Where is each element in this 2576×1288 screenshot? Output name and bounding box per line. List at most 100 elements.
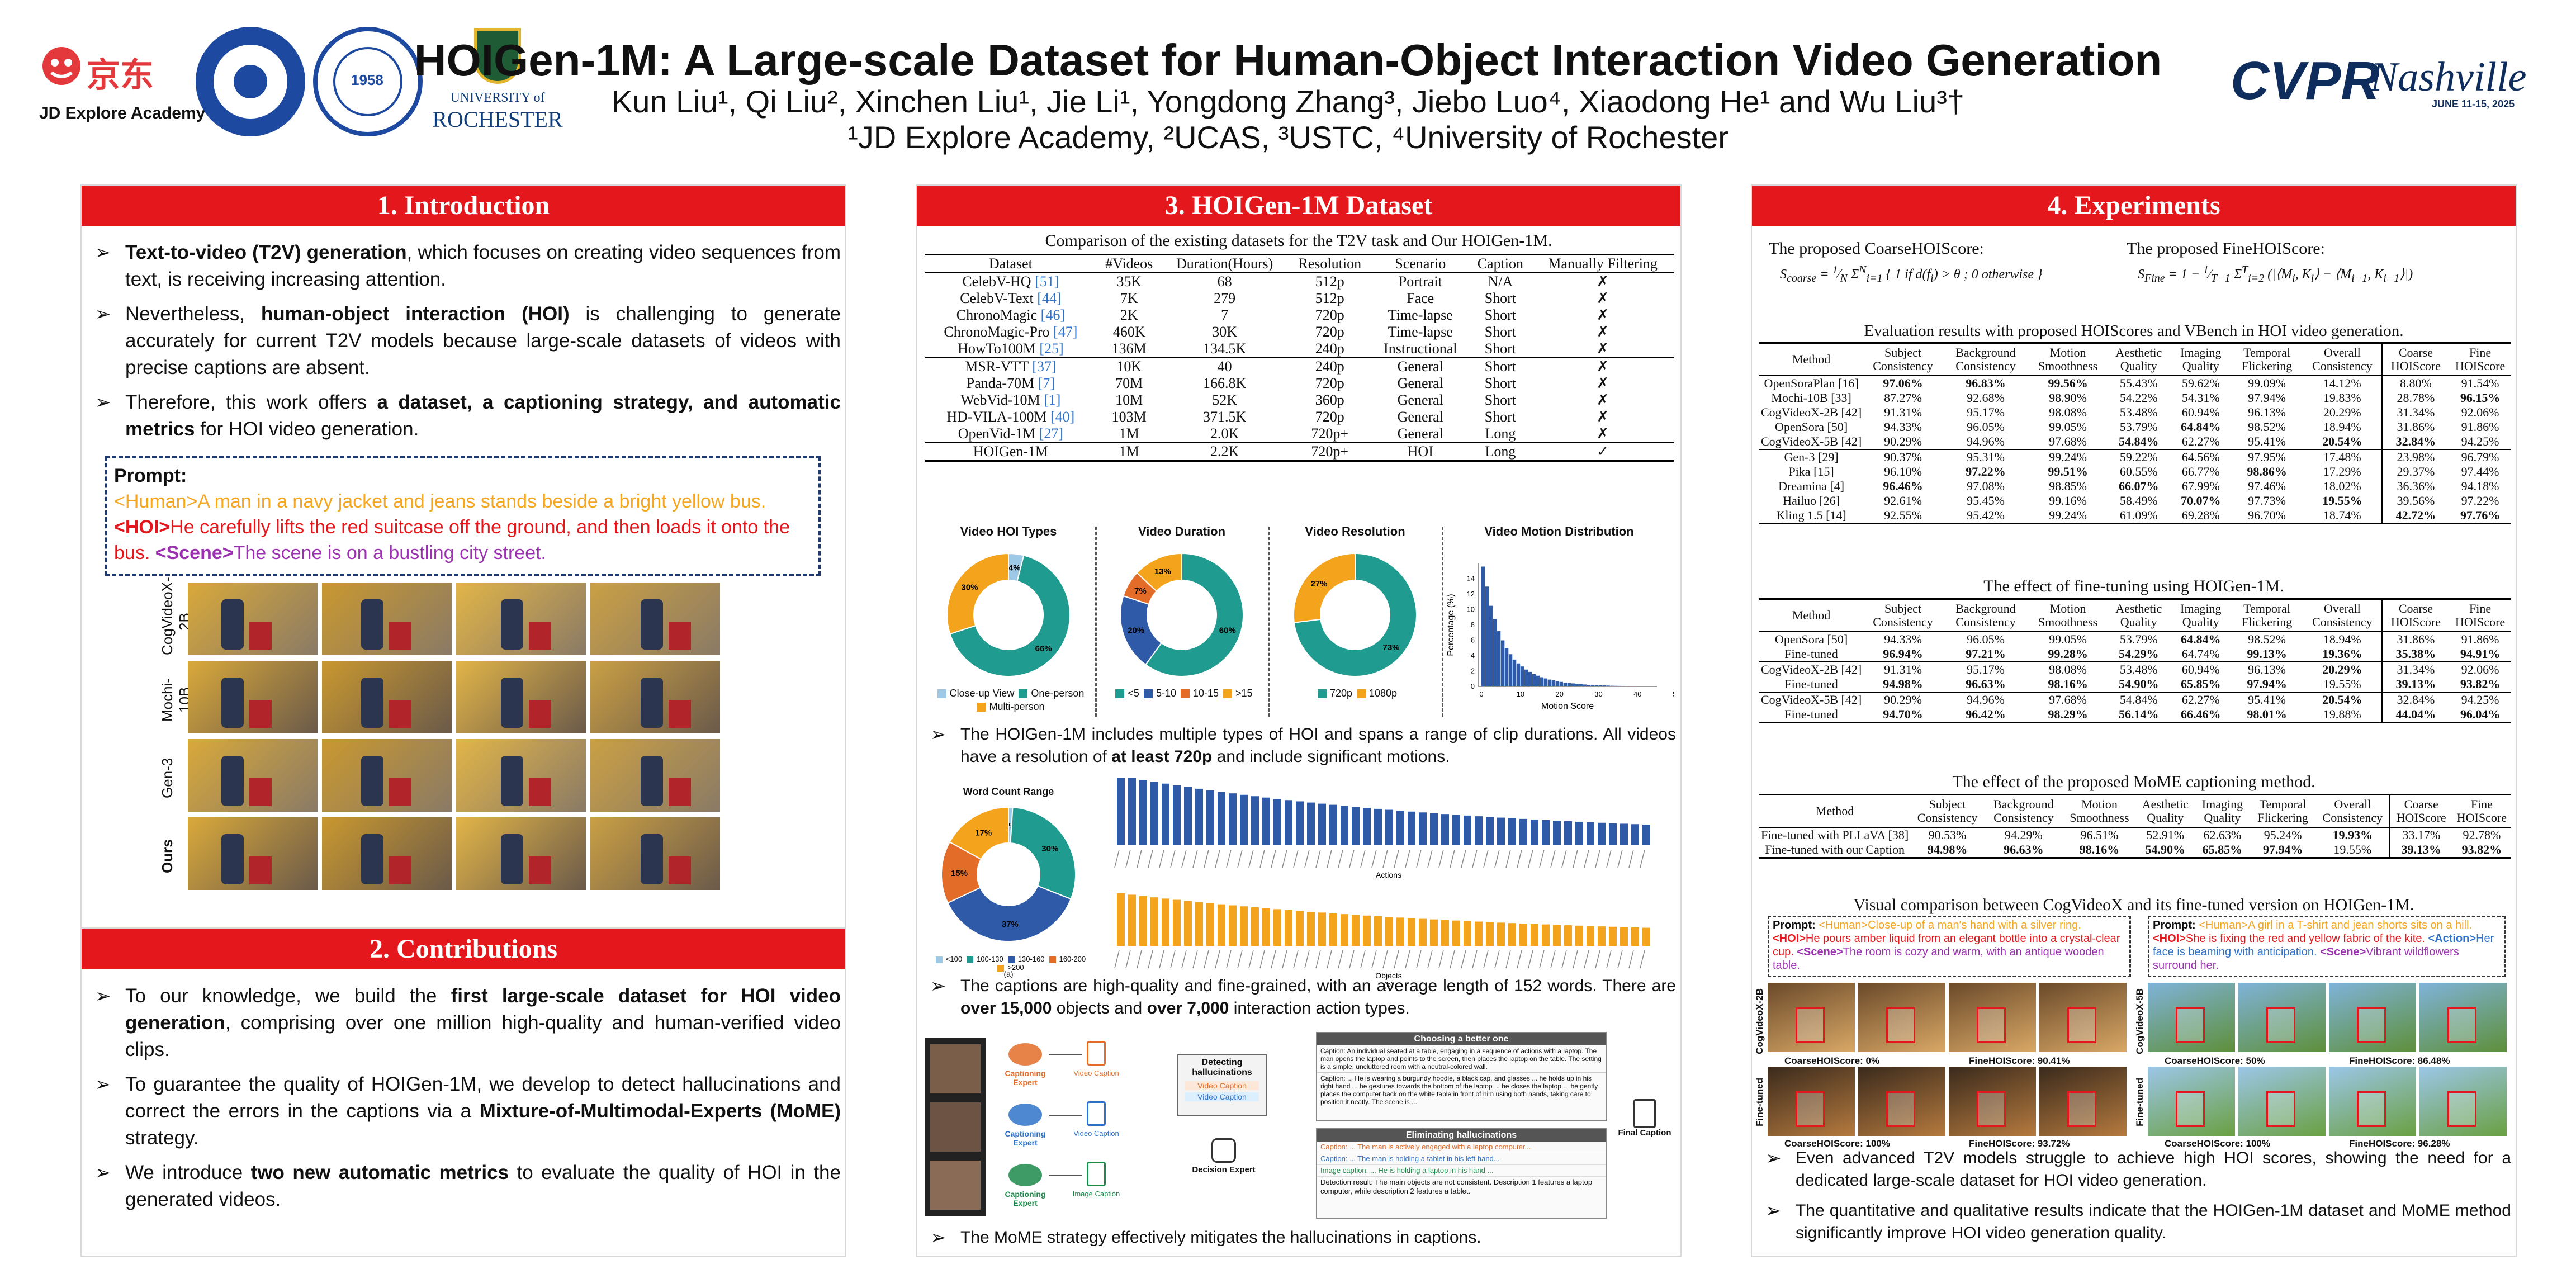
dataset-ref: [25] xyxy=(1039,340,1064,357)
table-col-header: Overall Consistency xyxy=(2312,602,2373,629)
object-tick xyxy=(1304,950,1310,969)
table-cell: 19.36% xyxy=(2322,647,2362,661)
x-tick-label: 20 xyxy=(1555,690,1563,698)
object-bar xyxy=(1150,897,1158,946)
legend-swatch xyxy=(1143,689,1153,699)
table-cell: 96.83% xyxy=(1966,376,2006,390)
dataset-name-cell: ChronoMagic-Pro [47] xyxy=(925,324,1097,340)
table-cell: 94.33% xyxy=(1884,632,1922,646)
prompt-human: A man in a navy jacket and jeans stands … xyxy=(197,491,766,512)
legend-label: <100 xyxy=(945,955,963,963)
action-tick xyxy=(1382,849,1388,868)
table-cell: 65.85% xyxy=(2202,842,2243,856)
contrib-b1-bold: first large-scale dataset for HOI video … xyxy=(125,985,841,1034)
comparison-frame xyxy=(2419,1067,2507,1136)
dataset-name: Panda-70M xyxy=(966,375,1035,391)
contrib-bullet-2: To guarantee the quality of HOIGen-1M, w… xyxy=(86,1071,841,1152)
right-scene: Vibrant wildflowers surround her. xyxy=(2153,946,2459,972)
cvpr-logo-text: CVPR xyxy=(2231,51,2380,111)
table-row: HOIGen-1M 1M 2.2K 720p+ HOI Long ✓ xyxy=(925,443,1674,461)
table-cell: ✗ xyxy=(1597,409,1609,425)
histogram-bar xyxy=(1563,683,1567,686)
hoiscore-eval-table: Method Subject Consistency Background Cons… xyxy=(1759,342,2511,524)
legend-swatch xyxy=(1223,689,1233,699)
table-cell: 95.17% xyxy=(1967,662,2005,676)
table-cell: 44.04% xyxy=(2381,707,2450,723)
histogram-bar xyxy=(1547,679,1552,686)
table-cell: 95.42% xyxy=(1967,508,2005,522)
method-cell: Mochi-10B [33] xyxy=(1771,391,1852,405)
object-bar xyxy=(1218,904,1225,946)
y-tick-label: 8 xyxy=(1471,621,1475,629)
action-bar xyxy=(1251,796,1259,845)
action-bar xyxy=(1452,815,1460,845)
intro-video-frame xyxy=(188,661,318,733)
intro-video-grid: CogVideoX-2B Mochi-10B Gen-3 Ours xyxy=(159,577,780,896)
object-tick xyxy=(1248,950,1254,969)
table-cell: 59.22% xyxy=(2119,450,2158,464)
table-col-header: Fine HOIScore xyxy=(2455,345,2506,373)
left-row1-coarse: CoarseHOIScore: 0% xyxy=(1784,1055,1880,1066)
mome-choose-text: Caption: An individual seated at a table… xyxy=(1317,1045,1606,1073)
intro-b3-rest: for HOI video generation. xyxy=(195,418,419,440)
action-tick xyxy=(1181,849,1187,868)
action-bar xyxy=(1475,816,1483,845)
table-cell: 64.84% xyxy=(2181,420,2221,434)
mome-caption-doc-icon xyxy=(1087,1101,1106,1126)
method-cell: Kling 1.5 [14] xyxy=(1776,508,1846,522)
histogram-bar xyxy=(1606,685,1610,686)
table-cell: 99.51% xyxy=(2048,465,2088,479)
table-row: CogVideoX-2B [42] 91.31% 95.17% 98.08% 53.48… xyxy=(1759,662,2511,677)
table-cell: Face xyxy=(1407,290,1434,306)
mome-detect-title: Detecting hallucinations xyxy=(1192,1058,1252,1077)
object-tick xyxy=(1237,950,1243,969)
coarse-formula: Scoarse = 1⁄N ΣNi=1 { 1 if d(fi) > θ ; 0… xyxy=(1780,264,2043,285)
table-cell: 720p+ xyxy=(1311,425,1349,442)
table-cell: 18.74% xyxy=(2323,508,2361,522)
action-tick xyxy=(1148,849,1153,868)
table-cell: 54.31% xyxy=(2181,391,2220,405)
table-cell: ✗ xyxy=(1597,392,1609,408)
table-row: ChronoMagic-Pro [47] 460K 30K 720p Time-laps… xyxy=(925,324,1674,340)
mome-detect-item-1: Video Caption xyxy=(1185,1081,1259,1090)
mome-choose-text-2: Caption: ... He is wearing a burgundy ho… xyxy=(1320,1074,1598,1106)
histogram-bar xyxy=(1571,683,1575,686)
dataset-name-cell: HowTo100M [25] xyxy=(925,340,1097,358)
actions-axis-label: Actions xyxy=(1376,870,1401,879)
object-tick xyxy=(1293,950,1299,969)
action-bar xyxy=(1128,778,1136,845)
table-cell: Short xyxy=(1484,409,1517,425)
legend-item: Multi-person xyxy=(972,701,1045,712)
table-cell: 7K xyxy=(1120,290,1138,306)
table-cell: ✗ xyxy=(1597,358,1609,375)
table-col-header: Method xyxy=(1792,608,1831,622)
action-tick xyxy=(1561,849,1567,868)
action-bar xyxy=(1262,797,1270,845)
table-cell: 90.29% xyxy=(1884,693,1922,707)
object-tick xyxy=(1271,950,1276,969)
affiliations: ¹JD Explore Academy, ²UCAS, ³USTC, ⁴Univ… xyxy=(847,120,1729,155)
pie-data-label: 17% xyxy=(975,828,992,837)
table-cell: 98.08% xyxy=(2049,662,2087,676)
dataset-col-header: Duration(Hours) xyxy=(1176,255,1273,272)
histogram-bar xyxy=(1555,681,1560,686)
donut-chart: 73% 27% xyxy=(1293,552,1417,677)
dataset-name: OpenVid-1M xyxy=(958,425,1036,442)
action-bar xyxy=(1329,804,1337,845)
comparison-frame xyxy=(2329,983,2416,1052)
table-cell: 91.86% xyxy=(2461,632,2499,646)
action-tick xyxy=(1573,849,1578,868)
action-bar xyxy=(1464,815,1471,845)
dataset-col-header: Manually Filtering xyxy=(1548,255,1658,272)
table-cell: N/A xyxy=(1488,273,1513,290)
comparison-frame xyxy=(1858,1067,1945,1136)
pie-data-label: 73% xyxy=(1382,643,1399,652)
table-cell: 94.96% xyxy=(1967,434,2005,448)
table-cell: 98.52% xyxy=(2248,420,2286,434)
jd-logo: 京东 JD Explore Academy xyxy=(39,44,205,127)
table-cell: 98.08% xyxy=(2049,405,2087,419)
mome-elim-box: Eliminating hallucinations Caption: ... … xyxy=(1316,1128,1607,1219)
object-tick xyxy=(1461,950,1466,969)
object-tick xyxy=(1327,950,1332,969)
legend-label: >15 xyxy=(1235,688,1253,699)
